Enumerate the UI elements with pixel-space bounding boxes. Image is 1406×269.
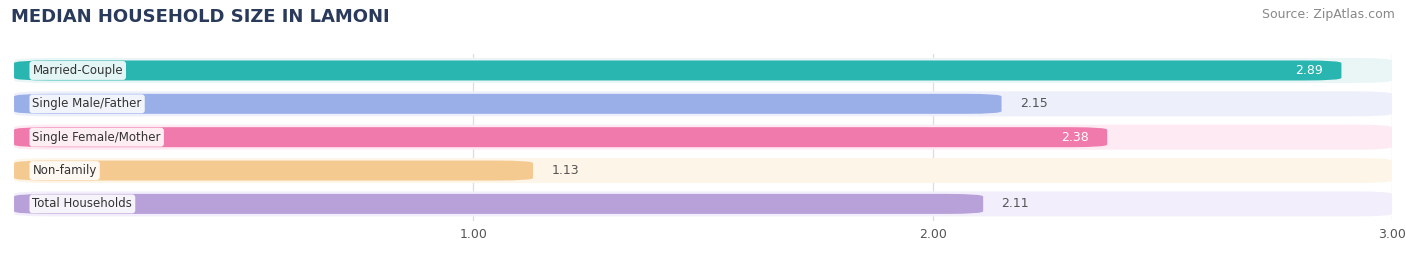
- Text: MEDIAN HOUSEHOLD SIZE IN LAMONI: MEDIAN HOUSEHOLD SIZE IN LAMONI: [11, 8, 389, 26]
- Text: Non-family: Non-family: [32, 164, 97, 177]
- FancyBboxPatch shape: [14, 158, 1392, 183]
- FancyBboxPatch shape: [14, 61, 1341, 80]
- Text: Single Female/Mother: Single Female/Mother: [32, 131, 160, 144]
- Text: 2.15: 2.15: [1019, 97, 1047, 110]
- Text: Married-Couple: Married-Couple: [32, 64, 124, 77]
- FancyBboxPatch shape: [14, 127, 1107, 147]
- FancyBboxPatch shape: [14, 192, 1392, 217]
- FancyBboxPatch shape: [14, 125, 1392, 150]
- Text: Total Households: Total Households: [32, 197, 132, 210]
- Text: Source: ZipAtlas.com: Source: ZipAtlas.com: [1261, 8, 1395, 21]
- Text: 2.11: 2.11: [1001, 197, 1029, 210]
- Text: Single Male/Father: Single Male/Father: [32, 97, 142, 110]
- FancyBboxPatch shape: [14, 91, 1392, 116]
- FancyBboxPatch shape: [14, 194, 983, 214]
- Text: 1.13: 1.13: [551, 164, 579, 177]
- FancyBboxPatch shape: [14, 161, 533, 180]
- Text: 2.38: 2.38: [1062, 131, 1088, 144]
- Text: 2.89: 2.89: [1295, 64, 1323, 77]
- FancyBboxPatch shape: [14, 94, 1001, 114]
- FancyBboxPatch shape: [14, 58, 1392, 83]
